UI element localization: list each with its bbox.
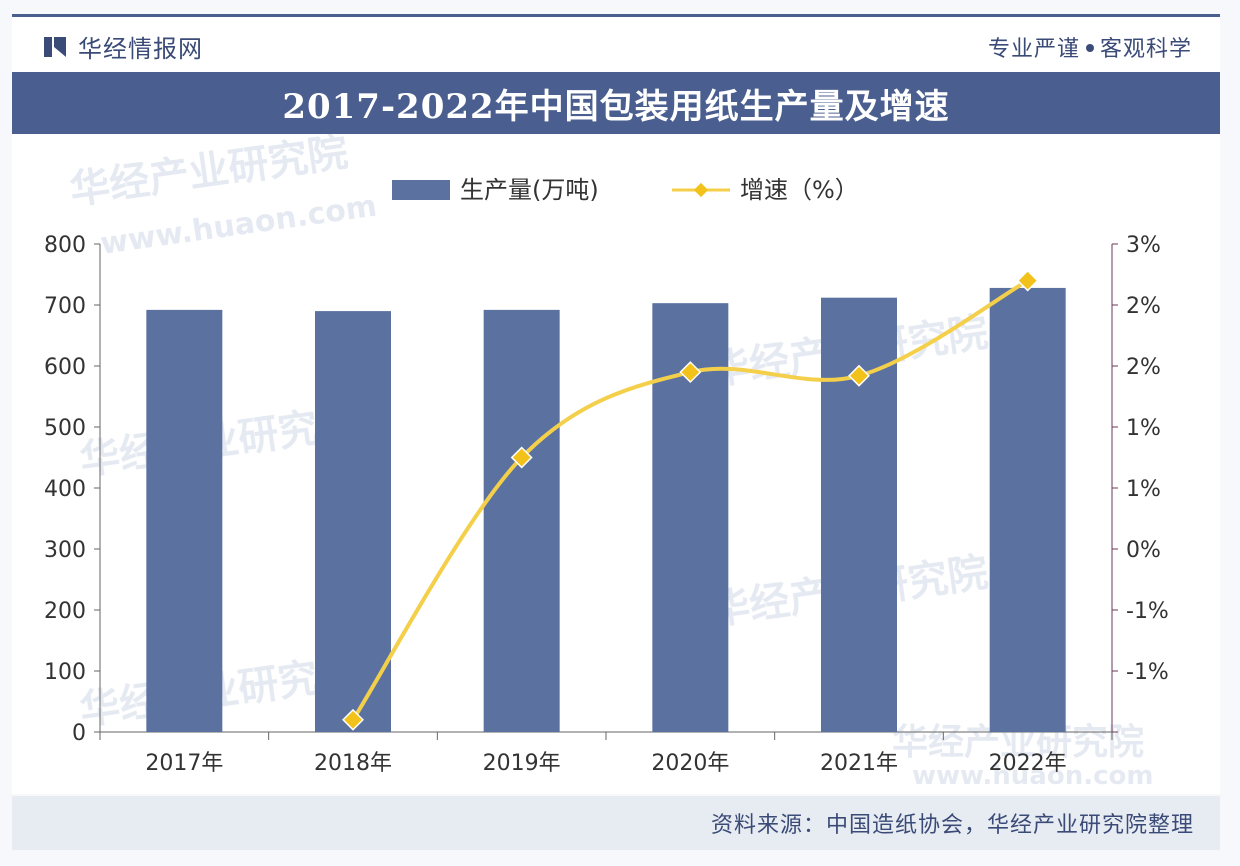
bar-2019年	[483, 309, 560, 732]
slogan: 专业严谨 客观科学	[988, 31, 1192, 63]
growth-point	[848, 364, 870, 387]
chart: 华经产业研究院 www.huaon.com 华经产业研究院 华经产业研究院 华经…	[44, 129, 1169, 791]
bars	[146, 287, 1066, 732]
watermark-url: www.huaon.com	[912, 761, 1153, 791]
bar-2017年	[146, 309, 223, 732]
right-axis-tick-label: 2%	[1126, 294, 1161, 319]
brand-name: 华经情报网	[78, 35, 203, 63]
slogan-dot-icon	[1085, 44, 1094, 52]
right-axis-tick-label: 3%	[1126, 233, 1161, 258]
legend-bar-label: 生产量(万吨)	[460, 176, 599, 204]
legend: 生产量(万吨) 增速（%）	[392, 176, 859, 204]
left-axis-tick-label: 300	[44, 538, 86, 563]
right-axis-tick-label: 2%	[1126, 355, 1161, 380]
x-axis-tick-label: 2018年	[314, 751, 392, 776]
header-bar: 华经情报网 专业严谨 客观科学	[12, 14, 1220, 73]
growth-line-path	[351, 278, 1029, 721]
bar-2021年	[821, 297, 897, 732]
brand[interactable]: 华经情报网	[42, 29, 203, 64]
x-axis-tick-label: 2019年	[483, 751, 561, 776]
axes: 0 100 200 300 400 500 600 700 800 -1% -1% 0% 1% 1% 2% 2…	[44, 233, 1169, 746]
right-axis-tick-label: 0%	[1126, 538, 1161, 563]
legend-line-marker	[693, 182, 709, 198]
bar-2022年	[989, 287, 1066, 732]
left-axis-tick-label: 0	[72, 721, 86, 746]
x-axis-labels: 2017年 2018年 2019年 2020年 2021年 2022年	[145, 751, 1066, 776]
x-axis-tick-label: 2022年	[989, 751, 1067, 776]
x-axis-tick-label: 2020年	[651, 751, 729, 776]
chart-panel: 华经产业研究院 www.huaon.com 华经产业研究院 华经产业研究院 华经…	[12, 129, 1220, 794]
left-axis-tick-label: 800	[44, 233, 86, 258]
bar-2018年	[315, 311, 391, 732]
left-axis-tick-label: 200	[44, 599, 86, 624]
left-axis-tick-label: 700	[44, 294, 86, 319]
left-axis-tick-label: 600	[44, 355, 86, 380]
slogan-left: 专业严谨	[987, 37, 1080, 62]
left-axis-tick-label: 500	[44, 416, 86, 441]
growth-line	[342, 269, 1039, 731]
growth-point	[679, 361, 702, 384]
growth-point	[1016, 269, 1039, 292]
legend-line-label: 增速（%）	[740, 176, 859, 204]
source-text: 资料来源：中国造纸协会，华经产业研究院整理	[710, 813, 1194, 838]
x-axis-tick-label: 2021年	[820, 751, 898, 776]
x-axis-tick-label: 2017年	[145, 751, 223, 776]
slogan-right: 客观科学	[1099, 37, 1192, 62]
brand-logo-icon	[44, 36, 66, 57]
left-axis-tick-label: 100	[44, 660, 86, 685]
right-axis-tick-label: -1%	[1126, 660, 1169, 685]
legend-bar-swatch	[392, 180, 450, 200]
source-bar: 资料来源：中国造纸协会，华经产业研究院整理	[12, 796, 1220, 850]
right-axis-tick-label: 1%	[1126, 477, 1161, 502]
growth-point	[342, 708, 364, 731]
growth-point	[510, 446, 533, 469]
left-axis-tick-label: 400	[44, 477, 86, 502]
chart-title: 2017-2022年中国包装用纸生产量及增速	[12, 72, 1220, 134]
right-axis-tick-label: -1%	[1126, 599, 1169, 624]
right-axis-tick-label: 1%	[1126, 416, 1161, 441]
